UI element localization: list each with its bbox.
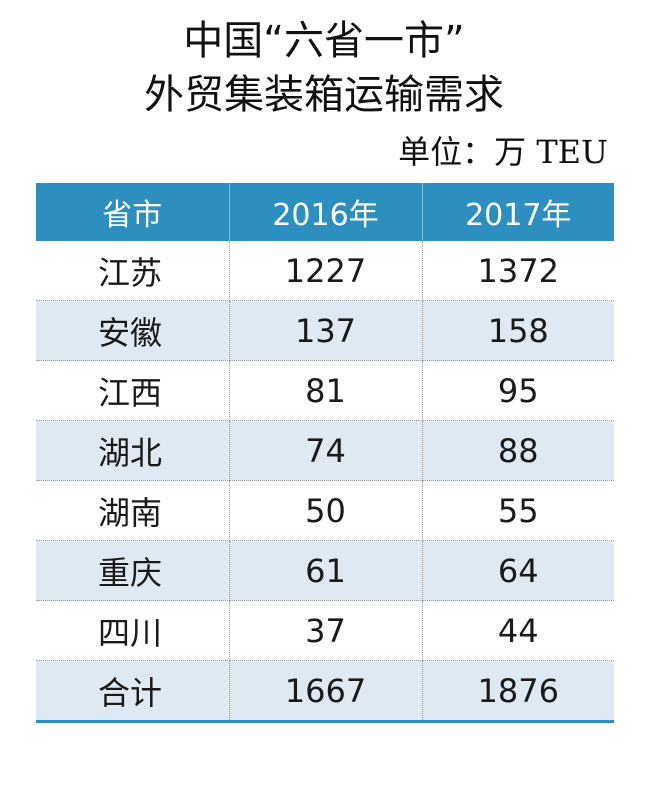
value-2016-cell: 81 (229, 360, 423, 421)
province-cell: 湖南 (36, 480, 230, 541)
value-2017-cell: 44 (422, 600, 614, 661)
total-label-cell: 合计 (36, 660, 230, 723)
province-cell: 湖北 (36, 420, 230, 481)
province-cell: 安徽 (36, 300, 230, 361)
province-cell: 四川 (36, 600, 230, 661)
title-line-2: 外贸集装箱运输需求 (144, 72, 504, 118)
column-header-2017: 2017年 (422, 183, 614, 241)
value-2017-cell: 1372 (422, 241, 614, 301)
column-header-province: 省市 (36, 183, 230, 241)
table-row: 江苏 1227 1372 (36, 241, 614, 301)
table-row: 江西 81 95 (36, 360, 614, 421)
data-table: 省市 2016年 2017年 江苏 1227 1372 安徽 137 158 江… (36, 183, 614, 723)
value-2017-cell: 55 (422, 480, 614, 541)
province-cell: 江苏 (36, 241, 230, 301)
province-cell: 江西 (36, 360, 230, 421)
total-2016-cell: 1667 (229, 660, 423, 723)
value-2016-cell: 137 (229, 300, 423, 361)
title-line-1: 中国“六省一市” (183, 18, 465, 64)
chart-title: 中国“六省一市” 外贸集装箱运输需求 (0, 14, 648, 122)
value-2017-cell: 88 (422, 420, 614, 481)
value-2016-cell: 74 (229, 420, 423, 481)
value-2016-cell: 1227 (229, 241, 423, 301)
table-row: 安徽 137 158 (36, 300, 614, 361)
table-row: 四川 37 44 (36, 600, 614, 661)
header-row: 省市 2016年 2017年 (36, 183, 614, 241)
total-2017-cell: 1876 (422, 660, 614, 723)
table-row: 重庆 61 64 (36, 540, 614, 601)
value-2016-cell: 50 (229, 480, 423, 541)
total-row: 合计 1667 1876 (36, 660, 614, 723)
value-2017-cell: 158 (422, 300, 614, 361)
unit-label: 单位：万 TEU (398, 133, 608, 171)
province-cell: 重庆 (36, 540, 230, 601)
table-row: 湖北 74 88 (36, 420, 614, 481)
table-row: 湖南 50 55 (36, 480, 614, 541)
value-2016-cell: 61 (229, 540, 423, 601)
value-2017-cell: 95 (422, 360, 614, 421)
column-header-2016: 2016年 (229, 183, 423, 241)
value-2016-cell: 37 (229, 600, 423, 661)
value-2017-cell: 64 (422, 540, 614, 601)
